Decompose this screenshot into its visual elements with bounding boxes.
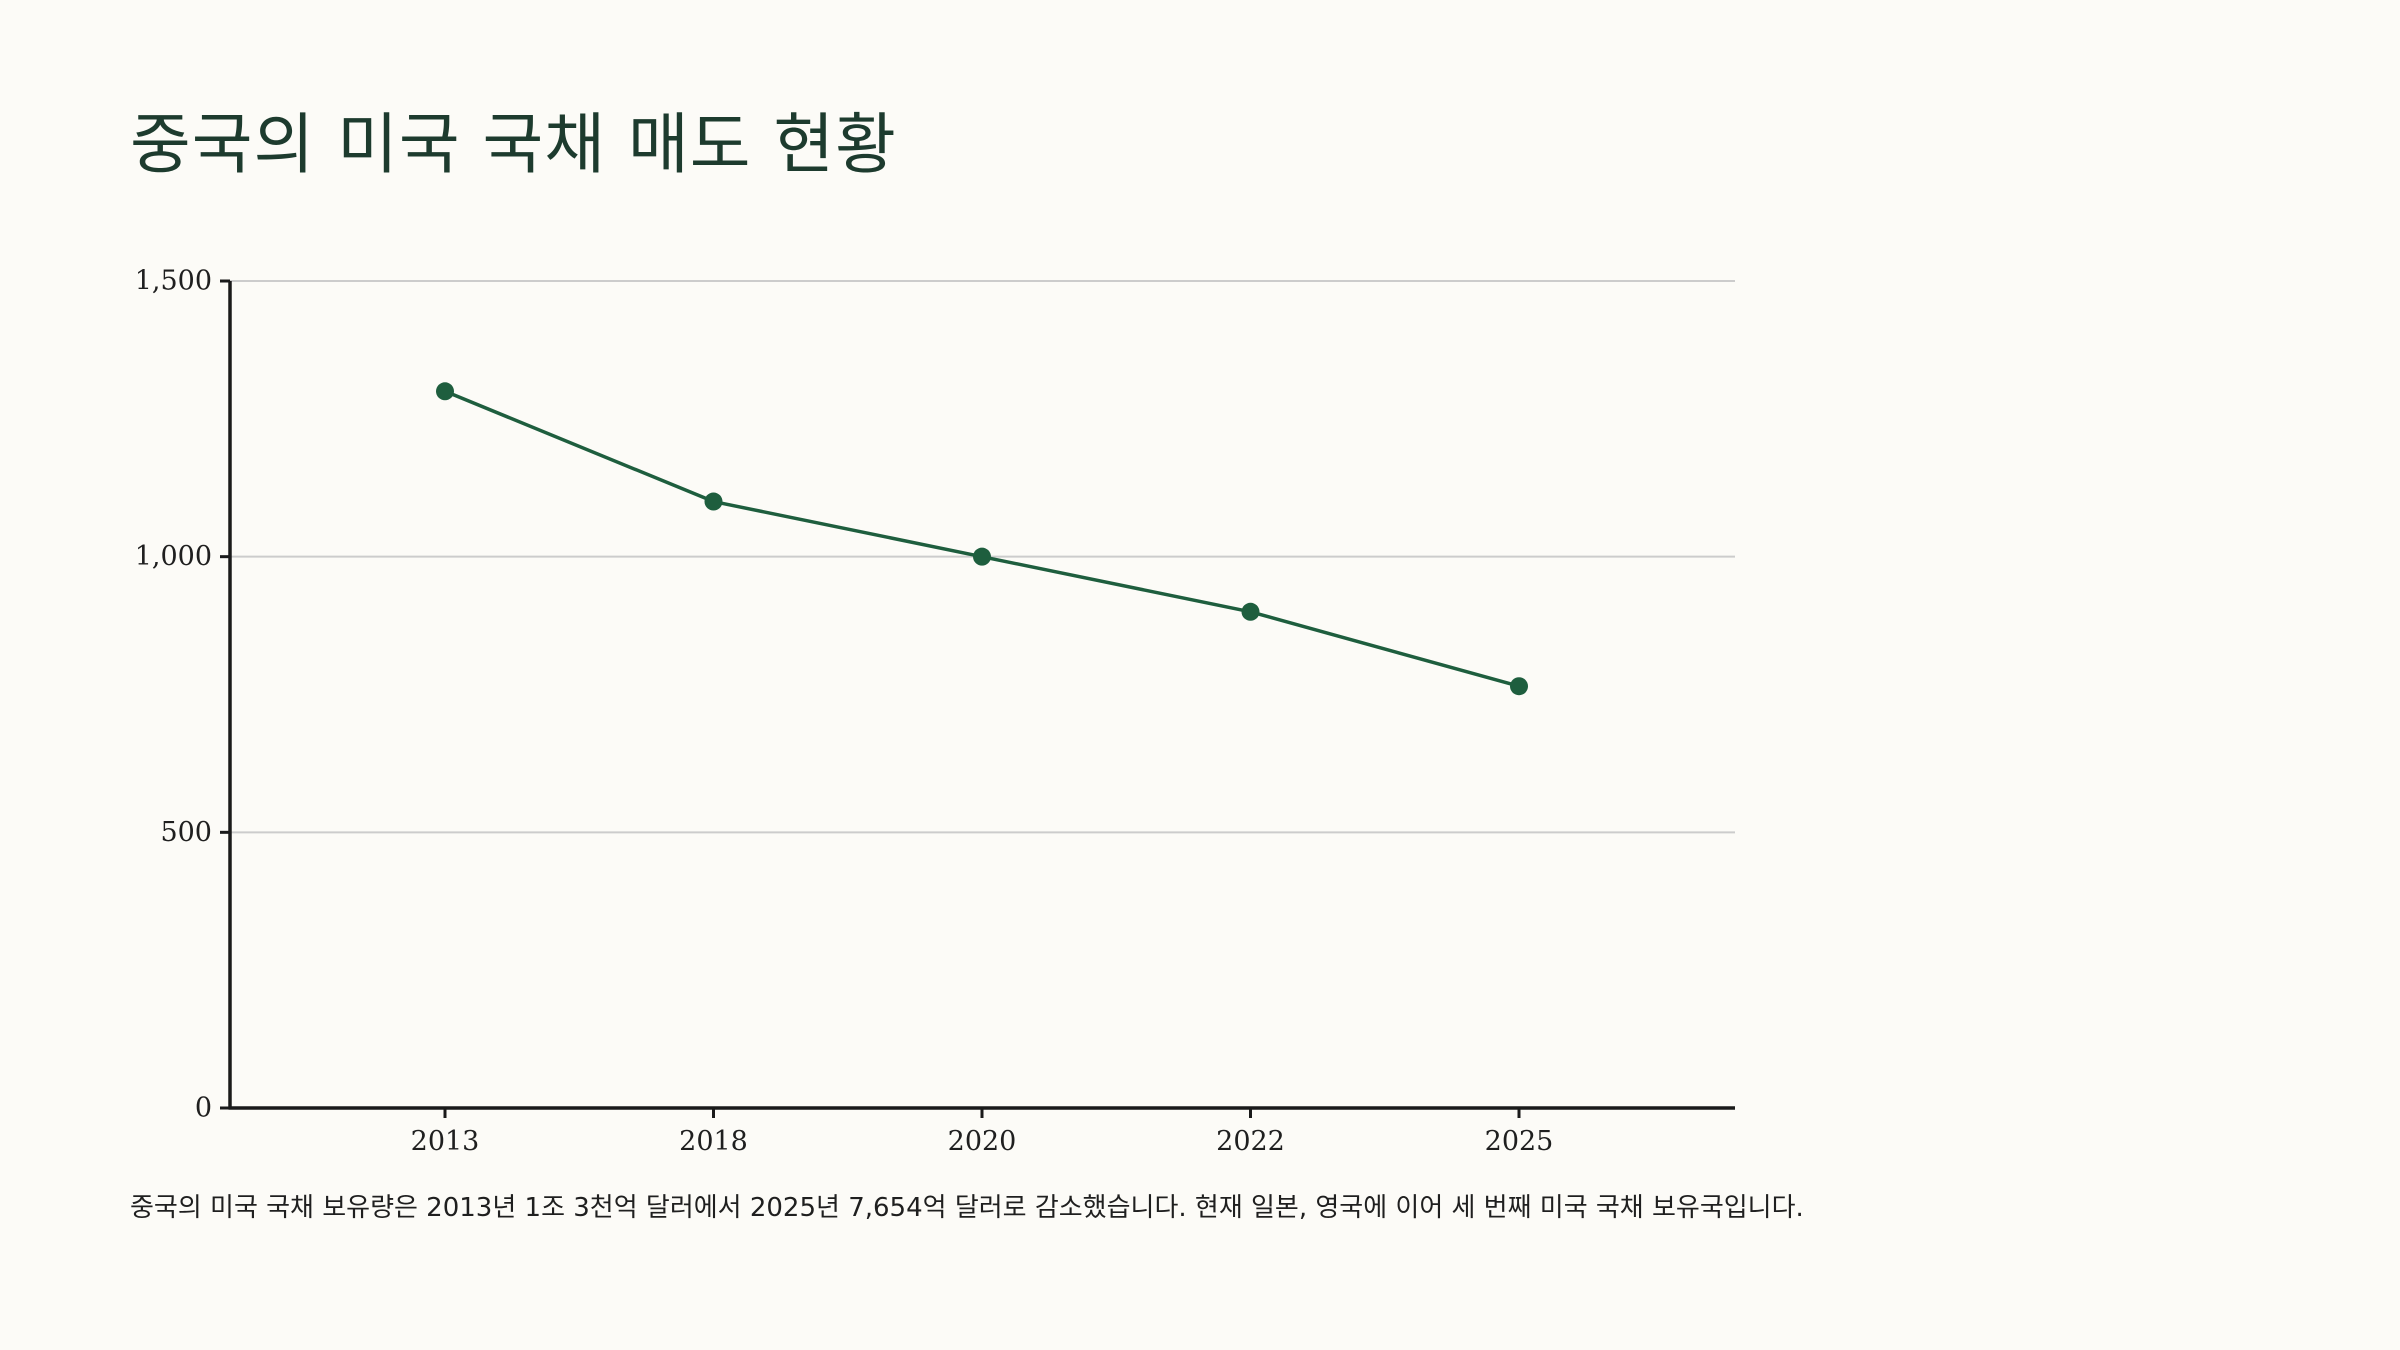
- x-tick-label: 2020: [948, 1126, 1017, 1157]
- x-tick-label: 2025: [1485, 1126, 1554, 1157]
- x-tick-label: 2018: [679, 1126, 748, 1157]
- data-point-2022: [1241, 602, 1260, 621]
- data-series: [436, 382, 1528, 696]
- axes: [228, 281, 1735, 1110]
- x-axis-ticks: 2013 2018 2020 2022 2025: [411, 1108, 1554, 1157]
- y-tick-label: 0: [195, 1093, 212, 1124]
- data-point-2020: [973, 547, 991, 566]
- x-tick-label: 2022: [1216, 1126, 1285, 1157]
- series-line: [443, 389, 1521, 688]
- line-chart: 0 500 1,000 1,500 2013 2018 2020 2022 2025: [135, 266, 1735, 1157]
- y-axis-ticks: 0 500 1,000 1,500: [135, 266, 230, 1124]
- data-point-2013: [436, 382, 454, 401]
- data-point-2018: [704, 492, 723, 511]
- x-tick-label: 2013: [411, 1126, 480, 1157]
- data-point-2025: [1510, 677, 1528, 696]
- chart-title: 중국의 미국 국채 매도 현황: [130, 106, 897, 183]
- chart-caption: 중국의 미국 국채 보유량은 2013년 1조 3천억 달러에서 2025년 7…: [130, 1193, 1804, 1223]
- y-tick-label: 1,000: [135, 541, 212, 572]
- y-tick-label: 500: [160, 817, 212, 848]
- y-tick-label: 1,500: [135, 266, 212, 297]
